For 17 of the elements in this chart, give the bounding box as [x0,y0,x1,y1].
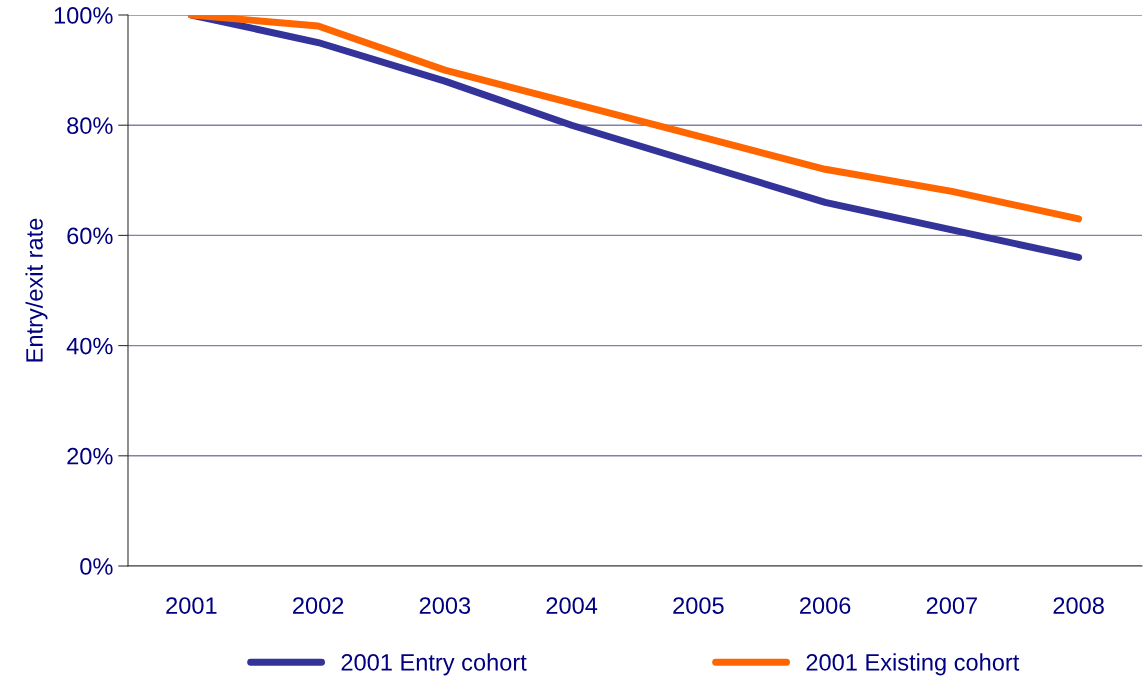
y-tick-label: 0% [80,558,113,575]
y-tick-label: 20% [67,447,113,465]
y-axis-title: Entry/exit rate [25,218,48,362]
y-tick-label: 40% [66,337,113,355]
y-tick-label: 100% [54,7,113,24]
legend-label: 2001 Entry cohort [341,653,527,676]
x-tick-label: 2005 [673,597,724,614]
x-tick-label: 2002 [293,597,344,614]
x-tick-label: 2007 [926,597,977,614]
x-tick-label: 2008 [1053,597,1104,614]
x-tick-label: 2006 [800,597,851,614]
x-tick-label: 2003 [419,597,471,614]
legend-label: 2001 Existing cohort [806,653,1020,676]
y-tick-label: 80% [67,117,113,134]
x-tick-label: 2001 [166,597,217,614]
y-tick-label: 60% [67,227,113,245]
x-tick-label: 2004 [546,597,598,614]
